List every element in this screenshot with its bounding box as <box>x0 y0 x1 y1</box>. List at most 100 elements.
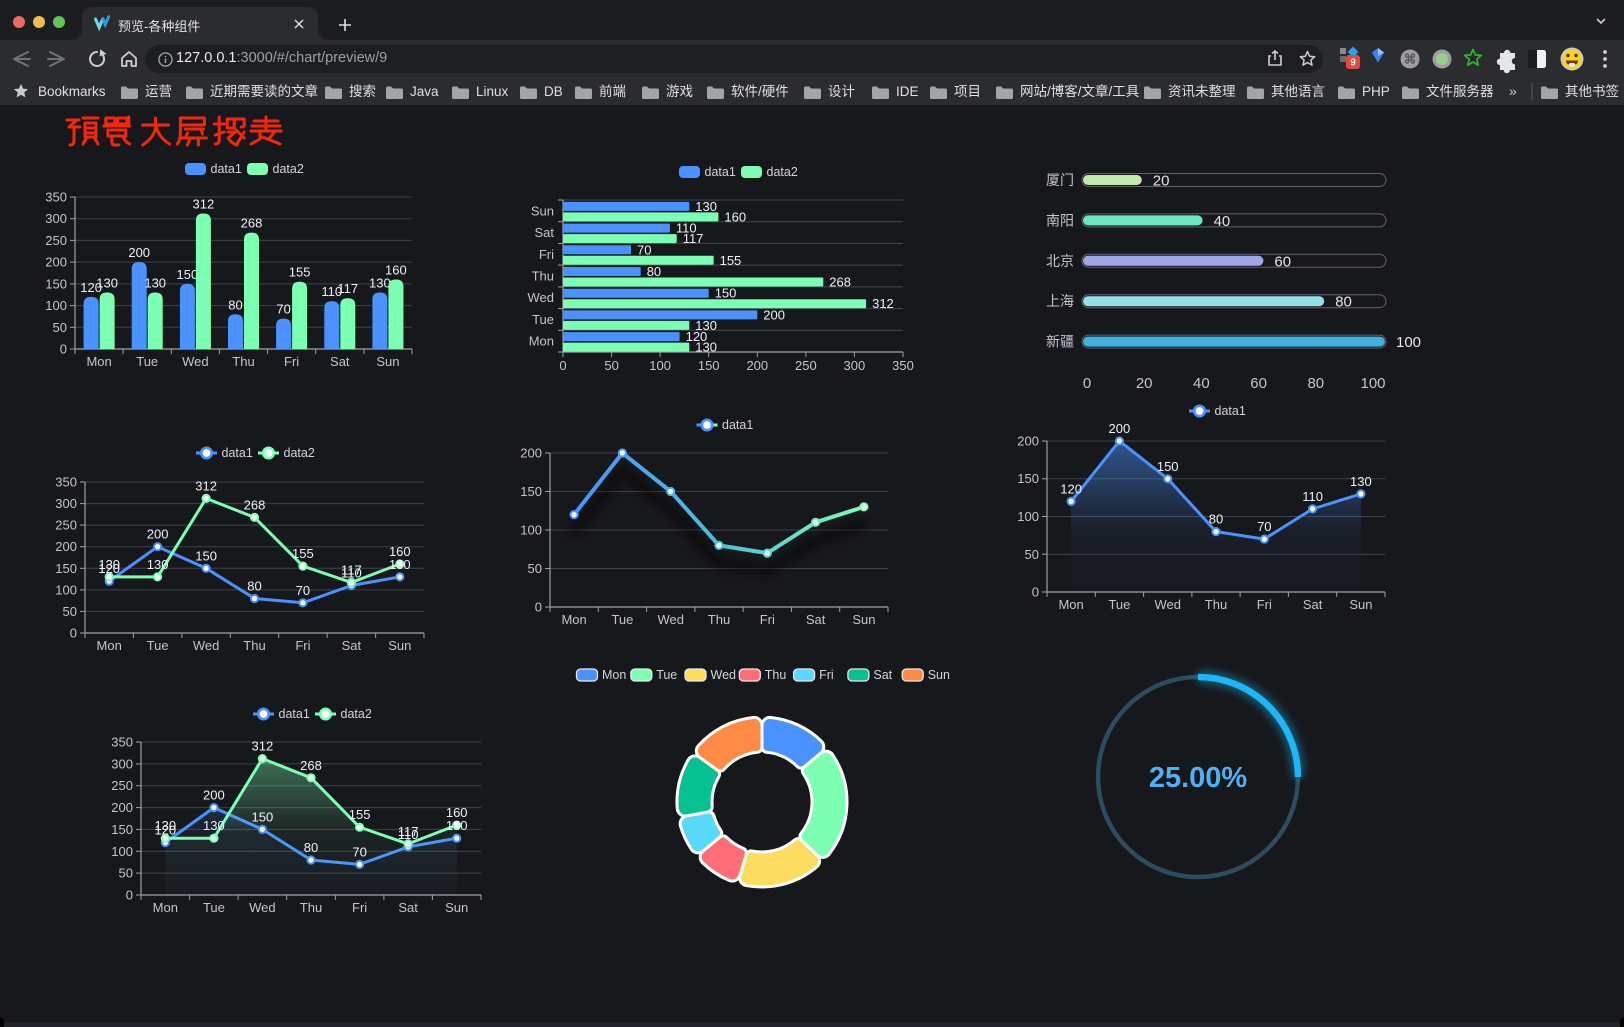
svg-text:130: 130 <box>144 276 166 291</box>
svg-text:250: 250 <box>55 518 77 533</box>
svg-text:80: 80 <box>647 264 661 279</box>
svg-text:北京: 北京 <box>1046 253 1074 269</box>
svg-text:50: 50 <box>1025 547 1039 562</box>
svg-text:Fri: Fri <box>760 612 775 627</box>
svg-text:资讯未整理: 资讯未整理 <box>1168 84 1236 99</box>
svg-text:Tue: Tue <box>136 354 158 369</box>
svg-text:Thu: Thu <box>300 900 322 915</box>
svg-text:150: 150 <box>1017 471 1039 486</box>
svg-text:40: 40 <box>1214 213 1231 230</box>
svg-text:100: 100 <box>1360 375 1385 392</box>
svg-text:其他语言: 其他语言 <box>1271 84 1325 99</box>
svg-text:搜索: 搜索 <box>349 84 376 99</box>
svg-text:200: 200 <box>147 527 169 542</box>
svg-text:268: 268 <box>300 758 322 773</box>
svg-text:Thu: Thu <box>708 612 730 627</box>
svg-text:150: 150 <box>1157 459 1179 474</box>
svg-text:data1: data1 <box>1215 404 1246 418</box>
svg-text:Mon: Mon <box>86 354 111 369</box>
svg-text:80: 80 <box>1307 375 1324 392</box>
svg-text:Wed: Wed <box>1154 597 1181 612</box>
svg-text:100: 100 <box>1017 509 1039 524</box>
svg-text:200: 200 <box>45 255 67 270</box>
svg-text:»: » <box>1509 83 1517 99</box>
svg-text:Fri: Fri <box>539 247 554 262</box>
svg-text:Sun: Sun <box>531 203 554 218</box>
svg-text:data2: data2 <box>273 162 304 176</box>
svg-text:200: 200 <box>111 800 133 815</box>
svg-text:110: 110 <box>676 221 697 236</box>
svg-text:100: 100 <box>520 523 542 538</box>
svg-text:Sun: Sun <box>376 354 399 369</box>
svg-text:100: 100 <box>1396 334 1421 351</box>
svg-text:0: 0 <box>535 600 542 615</box>
svg-text:Thu: Thu <box>1205 597 1227 612</box>
svg-text:游戏: 游戏 <box>666 84 693 99</box>
svg-text:70: 70 <box>352 844 366 859</box>
svg-text:Sat: Sat <box>342 638 362 653</box>
svg-text:160: 160 <box>446 805 468 820</box>
svg-text:200: 200 <box>520 446 542 461</box>
svg-text:运营: 运营 <box>145 84 172 99</box>
svg-text:150: 150 <box>45 276 67 291</box>
svg-text:Mon: Mon <box>1058 597 1083 612</box>
svg-text:312: 312 <box>872 296 894 311</box>
svg-text:350: 350 <box>111 735 133 750</box>
svg-text:120: 120 <box>1060 481 1082 496</box>
svg-text:130: 130 <box>203 818 225 833</box>
svg-text:南阳: 南阳 <box>1046 212 1074 228</box>
svg-text:250: 250 <box>45 233 67 248</box>
svg-text:80: 80 <box>1209 512 1223 527</box>
svg-text:155: 155 <box>349 807 371 822</box>
svg-text:厦门: 厦门 <box>1046 172 1074 188</box>
svg-text:Tue: Tue <box>203 900 225 915</box>
svg-text:Tue: Tue <box>611 612 633 627</box>
svg-text:0: 0 <box>126 888 133 903</box>
svg-text:40: 40 <box>1193 375 1210 392</box>
svg-text:20: 20 <box>1136 375 1153 392</box>
svg-text:130: 130 <box>695 340 717 355</box>
svg-text:Wed: Wed <box>182 354 209 369</box>
svg-text:200: 200 <box>1017 434 1039 449</box>
svg-text:Tue: Tue <box>1108 597 1130 612</box>
svg-text:100: 100 <box>111 844 133 859</box>
svg-text:312: 312 <box>193 197 215 212</box>
svg-text:268: 268 <box>241 216 263 231</box>
svg-text:200: 200 <box>203 788 225 803</box>
svg-text:155: 155 <box>292 546 314 561</box>
svg-text:新疆: 新疆 <box>1046 334 1074 350</box>
svg-text:Thu: Thu <box>232 354 254 369</box>
svg-text:250: 250 <box>795 358 817 373</box>
svg-text:⌘: ⌘ <box>1404 52 1417 67</box>
svg-text:50: 50 <box>119 866 133 881</box>
svg-text:Wed: Wed <box>657 612 684 627</box>
svg-text:Tue: Tue <box>532 312 554 327</box>
svg-text:data1: data1 <box>279 707 310 721</box>
svg-text:Thu: Thu <box>765 668 787 682</box>
svg-text:9: 9 <box>1350 58 1356 69</box>
svg-text:Sun: Sun <box>388 638 411 653</box>
svg-text:150: 150 <box>698 358 720 373</box>
svg-text:Wed: Wed <box>711 668 737 682</box>
svg-text:Fri: Fri <box>284 354 299 369</box>
svg-text:data2: data2 <box>284 446 315 460</box>
svg-text:0: 0 <box>1032 585 1039 600</box>
svg-text:70: 70 <box>276 302 290 317</box>
svg-text:300: 300 <box>844 358 866 373</box>
svg-text:300: 300 <box>45 211 67 226</box>
svg-text:20: 20 <box>1153 173 1170 190</box>
svg-text:130: 130 <box>695 199 717 214</box>
svg-text:Sat: Sat <box>534 225 554 240</box>
svg-text:130: 130 <box>147 557 169 572</box>
svg-text:25.00%: 25.00% <box>1149 762 1248 794</box>
svg-text:200: 200 <box>1109 421 1131 436</box>
svg-text:Sat: Sat <box>398 900 418 915</box>
svg-text:60: 60 <box>1274 253 1291 270</box>
svg-text:130: 130 <box>154 818 176 833</box>
svg-text:50: 50 <box>63 604 77 619</box>
svg-text:设计: 设计 <box>828 84 855 99</box>
svg-text:Sun: Sun <box>1349 597 1372 612</box>
svg-text:Mon: Mon <box>153 900 178 915</box>
svg-text:200: 200 <box>763 307 785 322</box>
svg-text:Mon: Mon <box>602 668 626 682</box>
